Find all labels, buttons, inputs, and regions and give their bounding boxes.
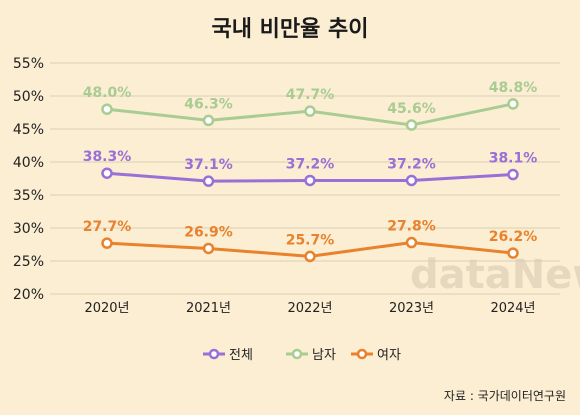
- data-label: 46.3%: [184, 96, 233, 112]
- y-tick-label: 55%: [13, 56, 44, 72]
- data-point: [405, 236, 418, 249]
- legend-label: 전체: [229, 348, 253, 363]
- data-point: [405, 174, 418, 187]
- data-point: [202, 175, 215, 187]
- data-point: [304, 174, 316, 187]
- data-label: 26.2%: [489, 229, 538, 245]
- y-tick-label: 20%: [13, 287, 44, 303]
- x-axis: 2020년 2021년 2022년 2023년 2024년: [84, 301, 535, 316]
- series-전체: 38.3% 37.1% 37.2% 37.2% 38.1%: [83, 149, 538, 187]
- data-label: 37.2%: [286, 156, 335, 172]
- data-point: [304, 250, 316, 263]
- data-point: [202, 114, 215, 127]
- x-tick-label: 2021년: [186, 301, 231, 316]
- data-point: [405, 119, 418, 131]
- data-point: [507, 168, 519, 181]
- x-tick-label: 2024년: [490, 301, 535, 316]
- x-tick-label: 2022년: [287, 301, 332, 316]
- y-tick-label: 45%: [13, 122, 44, 138]
- data-label: 37.1%: [184, 157, 233, 173]
- x-tick-label: 2020년: [84, 301, 129, 316]
- data-label: 48.8%: [489, 80, 538, 96]
- legend-label: 남자: [312, 348, 336, 363]
- data-point: [101, 237, 113, 249]
- legend: 전체 남자 여자: [203, 348, 401, 363]
- data-point: [507, 98, 519, 110]
- data-point: [507, 247, 519, 259]
- source-note: 자료 : 국가데이터연구원: [444, 389, 566, 403]
- chart-title: 국내 비만율 추이: [212, 17, 369, 42]
- data-label: 27.8%: [387, 219, 436, 235]
- data-point: [304, 105, 316, 117]
- y-axis: 20% 25% 30% 35% 40% 45% 50% 55%: [13, 56, 44, 303]
- legend-marker: [356, 348, 368, 360]
- data-label: 26.9%: [184, 224, 233, 240]
- grid: [50, 62, 560, 295]
- legend-item: 남자: [286, 348, 336, 363]
- legend-marker: [208, 348, 220, 360]
- data-label: 37.2%: [387, 156, 436, 172]
- data-label: 25.7%: [286, 232, 335, 248]
- data-label: 47.7%: [286, 87, 335, 103]
- series-남자: 48.0% 46.3% 47.7% 45.6% 48.8%: [83, 80, 538, 131]
- data-label: 38.1%: [489, 151, 538, 167]
- y-tick-label: 35%: [13, 188, 44, 204]
- x-tick-label: 2023년: [389, 301, 434, 316]
- series-여자: 27.7% 26.9% 25.7% 27.8% 26.2%: [83, 219, 538, 263]
- y-tick-label: 30%: [13, 221, 44, 237]
- y-tick-label: 50%: [13, 89, 44, 105]
- data-label: 27.7%: [83, 219, 132, 235]
- data-point: [202, 242, 215, 255]
- watermark-text: dataNews: [410, 252, 580, 298]
- legend-label: 여자: [377, 348, 401, 363]
- legend-item: 여자: [351, 348, 401, 363]
- data-label: 45.6%: [387, 101, 436, 117]
- legend-item: 전체: [203, 348, 253, 363]
- data-label: 48.0%: [83, 85, 132, 101]
- series-group: 38.3% 37.1% 37.2% 37.2% 38.1% 48.0% 46.3% 47.7%…: [83, 80, 538, 263]
- y-tick-label: 40%: [13, 155, 44, 171]
- legend-marker: [291, 348, 303, 360]
- data-point: [101, 167, 113, 179]
- data-point: [101, 103, 113, 115]
- data-label: 38.3%: [83, 149, 132, 165]
- y-tick-label: 25%: [13, 254, 44, 270]
- watermark-logo: dataNews: [410, 252, 580, 298]
